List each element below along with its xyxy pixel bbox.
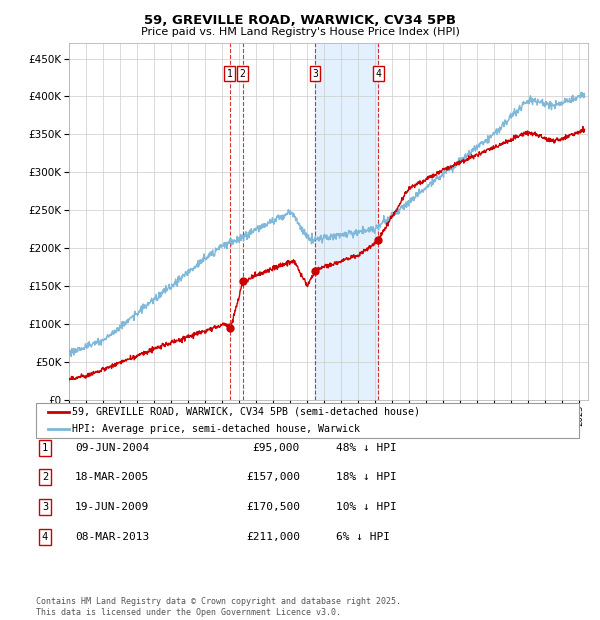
Text: HPI: Average price, semi-detached house, Warwick: HPI: Average price, semi-detached house,…: [72, 424, 360, 434]
Text: £170,500: £170,500: [246, 502, 300, 512]
Text: £211,000: £211,000: [246, 532, 300, 542]
Text: 10% ↓ HPI: 10% ↓ HPI: [336, 502, 397, 512]
Text: 1: 1: [42, 443, 48, 453]
Text: 4: 4: [376, 69, 381, 79]
Text: 19-JUN-2009: 19-JUN-2009: [75, 502, 149, 512]
Text: £157,000: £157,000: [246, 472, 300, 482]
Text: Price paid vs. HM Land Registry's House Price Index (HPI): Price paid vs. HM Land Registry's House …: [140, 27, 460, 37]
Text: 4: 4: [42, 532, 48, 542]
Text: 18% ↓ HPI: 18% ↓ HPI: [336, 472, 397, 482]
Text: 3: 3: [42, 502, 48, 512]
Text: 09-JUN-2004: 09-JUN-2004: [75, 443, 149, 453]
Text: 08-MAR-2013: 08-MAR-2013: [75, 532, 149, 542]
Text: 3: 3: [312, 69, 318, 79]
Text: £95,000: £95,000: [253, 443, 300, 453]
Text: 59, GREVILLE ROAD, WARWICK, CV34 5PB: 59, GREVILLE ROAD, WARWICK, CV34 5PB: [144, 14, 456, 27]
Text: 59, GREVILLE ROAD, WARWICK, CV34 5PB (semi-detached house): 59, GREVILLE ROAD, WARWICK, CV34 5PB (se…: [72, 407, 420, 417]
Text: 2: 2: [42, 472, 48, 482]
Text: Contains HM Land Registry data © Crown copyright and database right 2025.
This d: Contains HM Land Registry data © Crown c…: [36, 598, 401, 617]
Text: 18-MAR-2005: 18-MAR-2005: [75, 472, 149, 482]
Bar: [315, 43, 379, 400]
Text: 2: 2: [240, 69, 245, 79]
Text: 1: 1: [227, 69, 233, 79]
Text: 48% ↓ HPI: 48% ↓ HPI: [336, 443, 397, 453]
Text: 6% ↓ HPI: 6% ↓ HPI: [336, 532, 390, 542]
